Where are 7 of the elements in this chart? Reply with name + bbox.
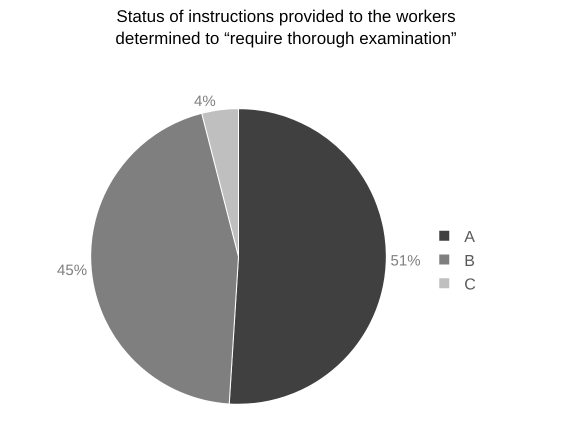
legend-label: C [464, 276, 476, 294]
data-label: 4% [194, 92, 216, 110]
chart-title: Status of instructions provided to the workers determined to “require thorough examination” [115, 6, 457, 48]
data-label: 51% [390, 252, 421, 270]
legend-label: B [464, 252, 475, 270]
data-label: 45% [57, 262, 88, 279]
legend-label: A [464, 228, 476, 246]
